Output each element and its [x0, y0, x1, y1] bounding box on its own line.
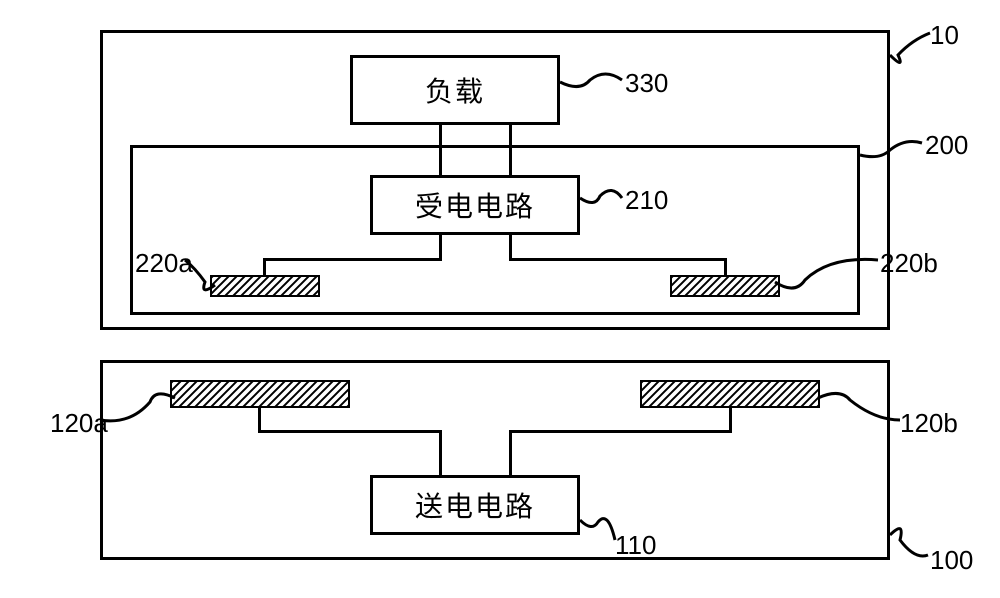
ref-220b: 220b — [880, 248, 938, 279]
ref-220a: 220a — [135, 248, 193, 279]
ref-120b: 120b — [900, 408, 958, 439]
ref-10: 10 — [930, 20, 959, 51]
ref-330: 330 — [625, 68, 668, 99]
ref-200: 200 — [925, 130, 968, 161]
ref-100: 100 — [930, 545, 973, 576]
leaders-svg — [0, 0, 1000, 598]
ref-110: 110 — [615, 530, 656, 561]
ref-120a: 120a — [50, 408, 108, 439]
ref-210: 210 — [625, 185, 668, 216]
